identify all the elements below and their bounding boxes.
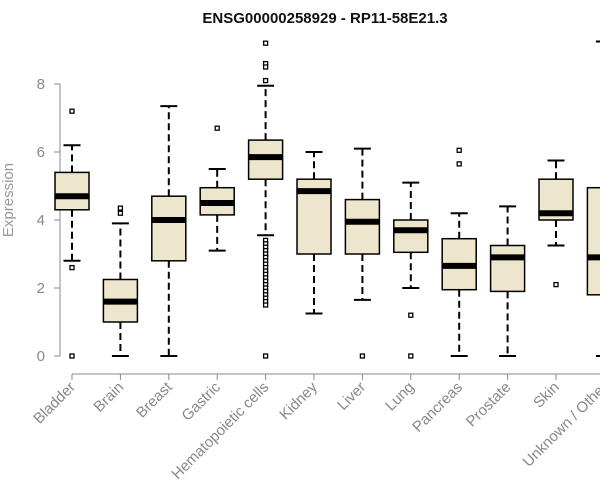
box-iqr	[393, 219, 429, 254]
outlier-point	[262, 40, 269, 46]
y-axis-label: Expression	[0, 163, 17, 237]
outlier-point	[262, 302, 269, 308]
y-tick-label: 4	[37, 212, 45, 229]
outlier-point	[456, 161, 462, 167]
box-iqr	[54, 171, 90, 211]
box-iqr	[586, 186, 600, 296]
outlier-point	[408, 312, 414, 318]
outlier-point	[262, 353, 269, 359]
y-tick-label: 8	[37, 76, 45, 93]
outlier-point	[69, 108, 75, 114]
outlier-point	[69, 353, 75, 359]
x-tick-label: Lung	[382, 379, 418, 415]
outlier-point	[117, 205, 124, 211]
outlier-point	[262, 64, 269, 70]
x-tick-label: Brain	[90, 379, 127, 416]
outlier-point	[456, 147, 462, 153]
box-iqr	[344, 198, 381, 255]
outlier-point	[553, 281, 559, 288]
x-tick-label: Kidney	[276, 378, 321, 423]
box-iqr	[489, 244, 526, 293]
outlier-point	[359, 353, 366, 359]
outlier-point	[408, 353, 414, 359]
outlier-point	[117, 210, 124, 216]
x-tick-label: Gastric	[178, 378, 224, 424]
x-tick-label: Prostate	[463, 379, 515, 431]
y-tick-label: 2	[37, 280, 45, 297]
x-tick-label: Skin	[530, 379, 563, 412]
outlier-point	[214, 125, 220, 131]
x-tick-label: Bladder	[30, 379, 79, 428]
y-tick-label: 6	[37, 144, 45, 161]
chart-title: ENSG00000258929 - RP11-58E21.3	[202, 10, 447, 27]
x-tick-label: Pancreas	[409, 379, 466, 436]
y-tick-label: 0	[37, 348, 45, 365]
box-iqr	[151, 195, 187, 262]
outlier-point	[262, 77, 269, 84]
x-tick-label: Breast	[133, 378, 176, 421]
x-tick-label: Liver	[334, 379, 369, 414]
outlier-point	[69, 264, 75, 271]
